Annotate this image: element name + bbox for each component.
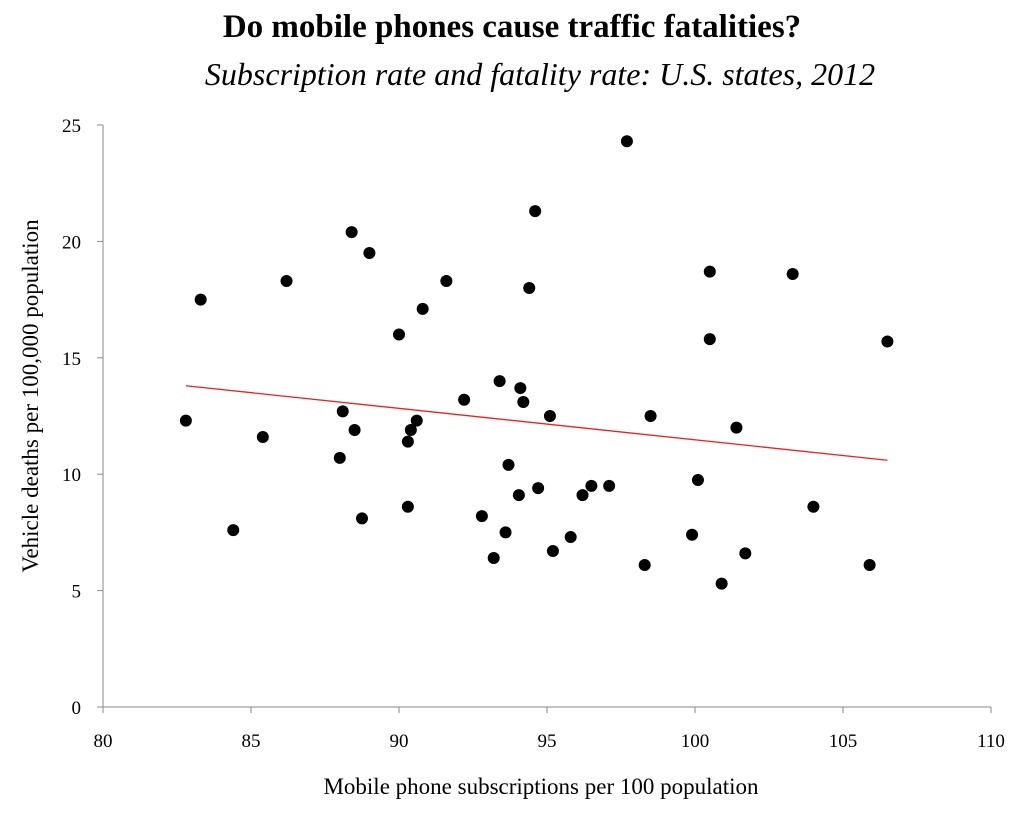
scatter-point	[416, 302, 429, 315]
scatter-point	[363, 247, 376, 260]
scatter-point	[585, 479, 598, 492]
scatter-point	[345, 226, 358, 239]
y-tick-label: 5	[72, 582, 82, 603]
scatter-point	[499, 526, 512, 539]
x-axis-label: Mobile phone subscriptions per 100 popul…	[323, 774, 759, 799]
scatter-point	[644, 410, 657, 422]
scatter-point	[475, 510, 488, 523]
scatter-point	[487, 552, 500, 565]
scatter-point	[730, 421, 743, 434]
scatter-point	[620, 135, 633, 148]
x-tick-label: 80	[94, 731, 113, 752]
trend-line	[185, 385, 888, 461]
scatter-point	[493, 375, 506, 388]
scatter-point	[393, 328, 405, 341]
scatter-point	[227, 524, 240, 537]
scatter-point	[440, 274, 453, 287]
scatter-point	[333, 451, 346, 464]
scatter-point	[256, 430, 269, 443]
scatter-point	[686, 528, 699, 541]
x-tick-label: 90	[390, 731, 409, 752]
y-tick-label: 10	[62, 465, 81, 486]
x-tick-label: 100	[681, 731, 710, 752]
scatter-point	[543, 410, 556, 422]
scatter-point	[638, 558, 651, 571]
scatter-point	[517, 396, 530, 409]
x-tick-label: 95	[538, 731, 557, 752]
scatter-point	[703, 333, 716, 346]
scatter-point	[564, 531, 577, 544]
scatter-point	[523, 281, 536, 294]
scatter-point	[401, 500, 414, 513]
scatter-point	[280, 274, 293, 287]
scatter-point	[502, 458, 515, 471]
scatter-point	[529, 205, 542, 218]
scatter-point	[348, 423, 361, 436]
scatter-point	[336, 405, 349, 418]
x-tick-label: 110	[977, 731, 1005, 752]
scatter-point	[512, 489, 525, 502]
scatter-point	[881, 335, 894, 348]
scatter-point	[691, 474, 704, 487]
scatter-point	[404, 423, 417, 436]
scatter-point	[603, 479, 616, 492]
y-tick-label: 20	[62, 232, 81, 253]
scatter-point	[410, 414, 423, 427]
x-tick-label: 105	[829, 731, 858, 752]
scatter-point	[715, 577, 728, 590]
chart-title: Do mobile phones cause traffic fatalitie…	[223, 9, 801, 45]
scatter-point	[807, 500, 820, 513]
scatter-point	[356, 512, 368, 525]
scatter-point	[401, 435, 414, 448]
scatter-point	[786, 267, 799, 280]
chart-subtitle: Subscription rate and fatality rate: U.S…	[205, 56, 875, 92]
scatter-point	[703, 265, 716, 278]
y-tick-label: 25	[62, 116, 81, 137]
scatter-point	[458, 393, 471, 406]
y-tick-label: 0	[72, 698, 82, 719]
scatter-point	[532, 482, 545, 495]
x-tick-label: 85	[242, 731, 261, 752]
y-axis-label: Vehicle deaths per 100,000 population	[18, 219, 43, 573]
scatter-point	[546, 545, 559, 558]
scatter-point	[179, 414, 192, 427]
scatter-point	[576, 489, 589, 502]
scatter-point	[739, 547, 752, 560]
scatter-point	[194, 293, 207, 306]
scatter-point	[514, 382, 527, 395]
y-tick-label: 15	[62, 349, 81, 370]
scatter-point	[863, 558, 876, 571]
